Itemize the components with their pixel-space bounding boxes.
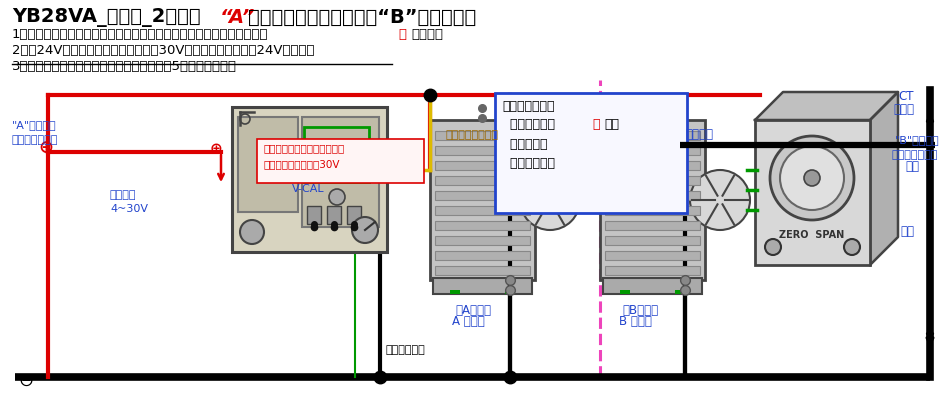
Bar <box>435 266 530 275</box>
Circle shape <box>520 170 580 230</box>
Text: 常亮或不亮：: 常亮或不亮： <box>502 118 555 131</box>
Bar <box>304 127 369 182</box>
Bar <box>435 236 530 245</box>
Text: YB28VA_接线图_2：测试: YB28VA_接线图_2：测试 <box>12 8 200 27</box>
Bar <box>307 206 321 224</box>
Text: 之间的电压不能超过30V: 之间的电压不能超过30V <box>263 159 339 169</box>
Text: ⊖: ⊖ <box>18 372 33 390</box>
Text: 一次穿过: 一次穿过 <box>685 128 713 141</box>
Bar <box>605 176 700 185</box>
Bar <box>600 120 705 280</box>
Bar <box>505 290 515 294</box>
Bar <box>435 146 530 155</box>
Text: "A"设备供电: "A"设备供电 <box>12 120 57 130</box>
Text: 2，因24V电瓶充饱后电压有机会超过30V，所以不建议直接用24V电瓶供电: 2，因24V电瓶充饱后电压有机会超过30V，所以不建议直接用24V电瓶供电 <box>12 44 314 57</box>
Bar <box>435 221 530 230</box>
Bar <box>605 266 700 275</box>
Circle shape <box>804 170 820 186</box>
Text: （B负载）: （B负载） <box>622 304 658 317</box>
Text: 表供电：: 表供电： <box>110 190 137 200</box>
FancyBboxPatch shape <box>495 93 687 213</box>
Polygon shape <box>755 92 898 120</box>
Circle shape <box>844 239 860 255</box>
Text: "B"设备供电: "B"设备供电 <box>895 135 940 145</box>
Text: 调零: 调零 <box>900 225 914 238</box>
Text: B 用电器: B 用电器 <box>619 315 652 328</box>
Bar <box>605 131 700 140</box>
Bar <box>238 117 298 212</box>
Bar <box>347 206 361 224</box>
Circle shape <box>240 220 264 244</box>
Bar <box>620 290 630 294</box>
Text: 黑线：公共地: 黑线：公共地 <box>385 345 425 355</box>
Bar <box>435 206 530 215</box>
Text: ⊕: ⊕ <box>38 139 53 157</box>
Bar <box>430 120 535 280</box>
Text: 电流: 电流 <box>604 118 619 131</box>
Bar <box>433 278 532 294</box>
Bar <box>605 146 700 155</box>
Text: CT: CT <box>898 90 914 103</box>
Text: 、负电流: 、负电流 <box>411 28 443 41</box>
Text: 红线：表头供电正极，与黑线: 红线：表头供电正极，与黑线 <box>263 143 344 153</box>
Text: A 用电器: A 用电器 <box>452 315 484 328</box>
Text: （用电器供电）: （用电器供电） <box>12 135 58 145</box>
Text: 黄线：电压测试端: 黄线：电压测试端 <box>445 130 498 140</box>
Bar <box>605 206 700 215</box>
Text: 4~30V: 4~30V <box>110 204 148 214</box>
Bar <box>605 251 700 260</box>
FancyBboxPatch shape <box>257 139 424 183</box>
Text: V-CAL: V-CAL <box>292 184 325 194</box>
Circle shape <box>690 170 750 230</box>
Bar <box>327 206 341 224</box>
Bar <box>435 176 530 185</box>
Circle shape <box>770 136 854 220</box>
Bar <box>435 191 530 200</box>
Text: 3，为了得到更精准的测量，建议通电先预热5分钟以上再校准: 3，为了得到更精准的测量，建议通电先预热5分钟以上再校准 <box>12 60 237 73</box>
Text: 互感器: 互感器 <box>893 103 914 116</box>
Bar <box>435 131 530 140</box>
Bar <box>755 120 870 265</box>
Text: 设备的电压、同时可测试“B”设备的电流: 设备的电压、同时可测试“B”设备的电流 <box>248 8 476 27</box>
Text: 快闪：零点: 快闪：零点 <box>502 138 547 151</box>
Text: 调幅: 调幅 <box>905 160 919 173</box>
Bar <box>302 117 379 227</box>
Text: ZERO  SPAN: ZERO SPAN <box>779 230 845 240</box>
Circle shape <box>329 189 345 205</box>
Text: 慢闪：负电流: 慢闪：负电流 <box>502 157 555 170</box>
Text: 正: 正 <box>398 28 406 41</box>
Bar <box>675 290 685 294</box>
Text: 1，互感器可以任意的串在正极、负极、测试线路中某一条线路或设备的: 1，互感器可以任意的串在正极、负极、测试线路中某一条线路或设备的 <box>12 28 269 41</box>
Bar <box>605 191 700 200</box>
Circle shape <box>352 217 378 243</box>
Polygon shape <box>870 92 898 265</box>
Text: （用电器供电）: （用电器供电） <box>892 150 939 160</box>
Bar <box>603 278 702 294</box>
Text: 电流表小数点：: 电流表小数点： <box>502 100 555 113</box>
Text: ⊕: ⊕ <box>210 140 222 156</box>
Bar <box>435 251 530 260</box>
Bar <box>605 236 700 245</box>
Bar <box>605 161 700 170</box>
Bar <box>232 107 387 252</box>
Text: （A负载）: （A负载） <box>455 304 491 317</box>
Text: “A”: “A” <box>220 8 256 27</box>
Circle shape <box>765 239 781 255</box>
Bar <box>605 221 700 230</box>
Bar <box>450 290 460 294</box>
Circle shape <box>780 146 844 210</box>
Bar <box>435 161 530 170</box>
Text: 正: 正 <box>592 118 599 131</box>
